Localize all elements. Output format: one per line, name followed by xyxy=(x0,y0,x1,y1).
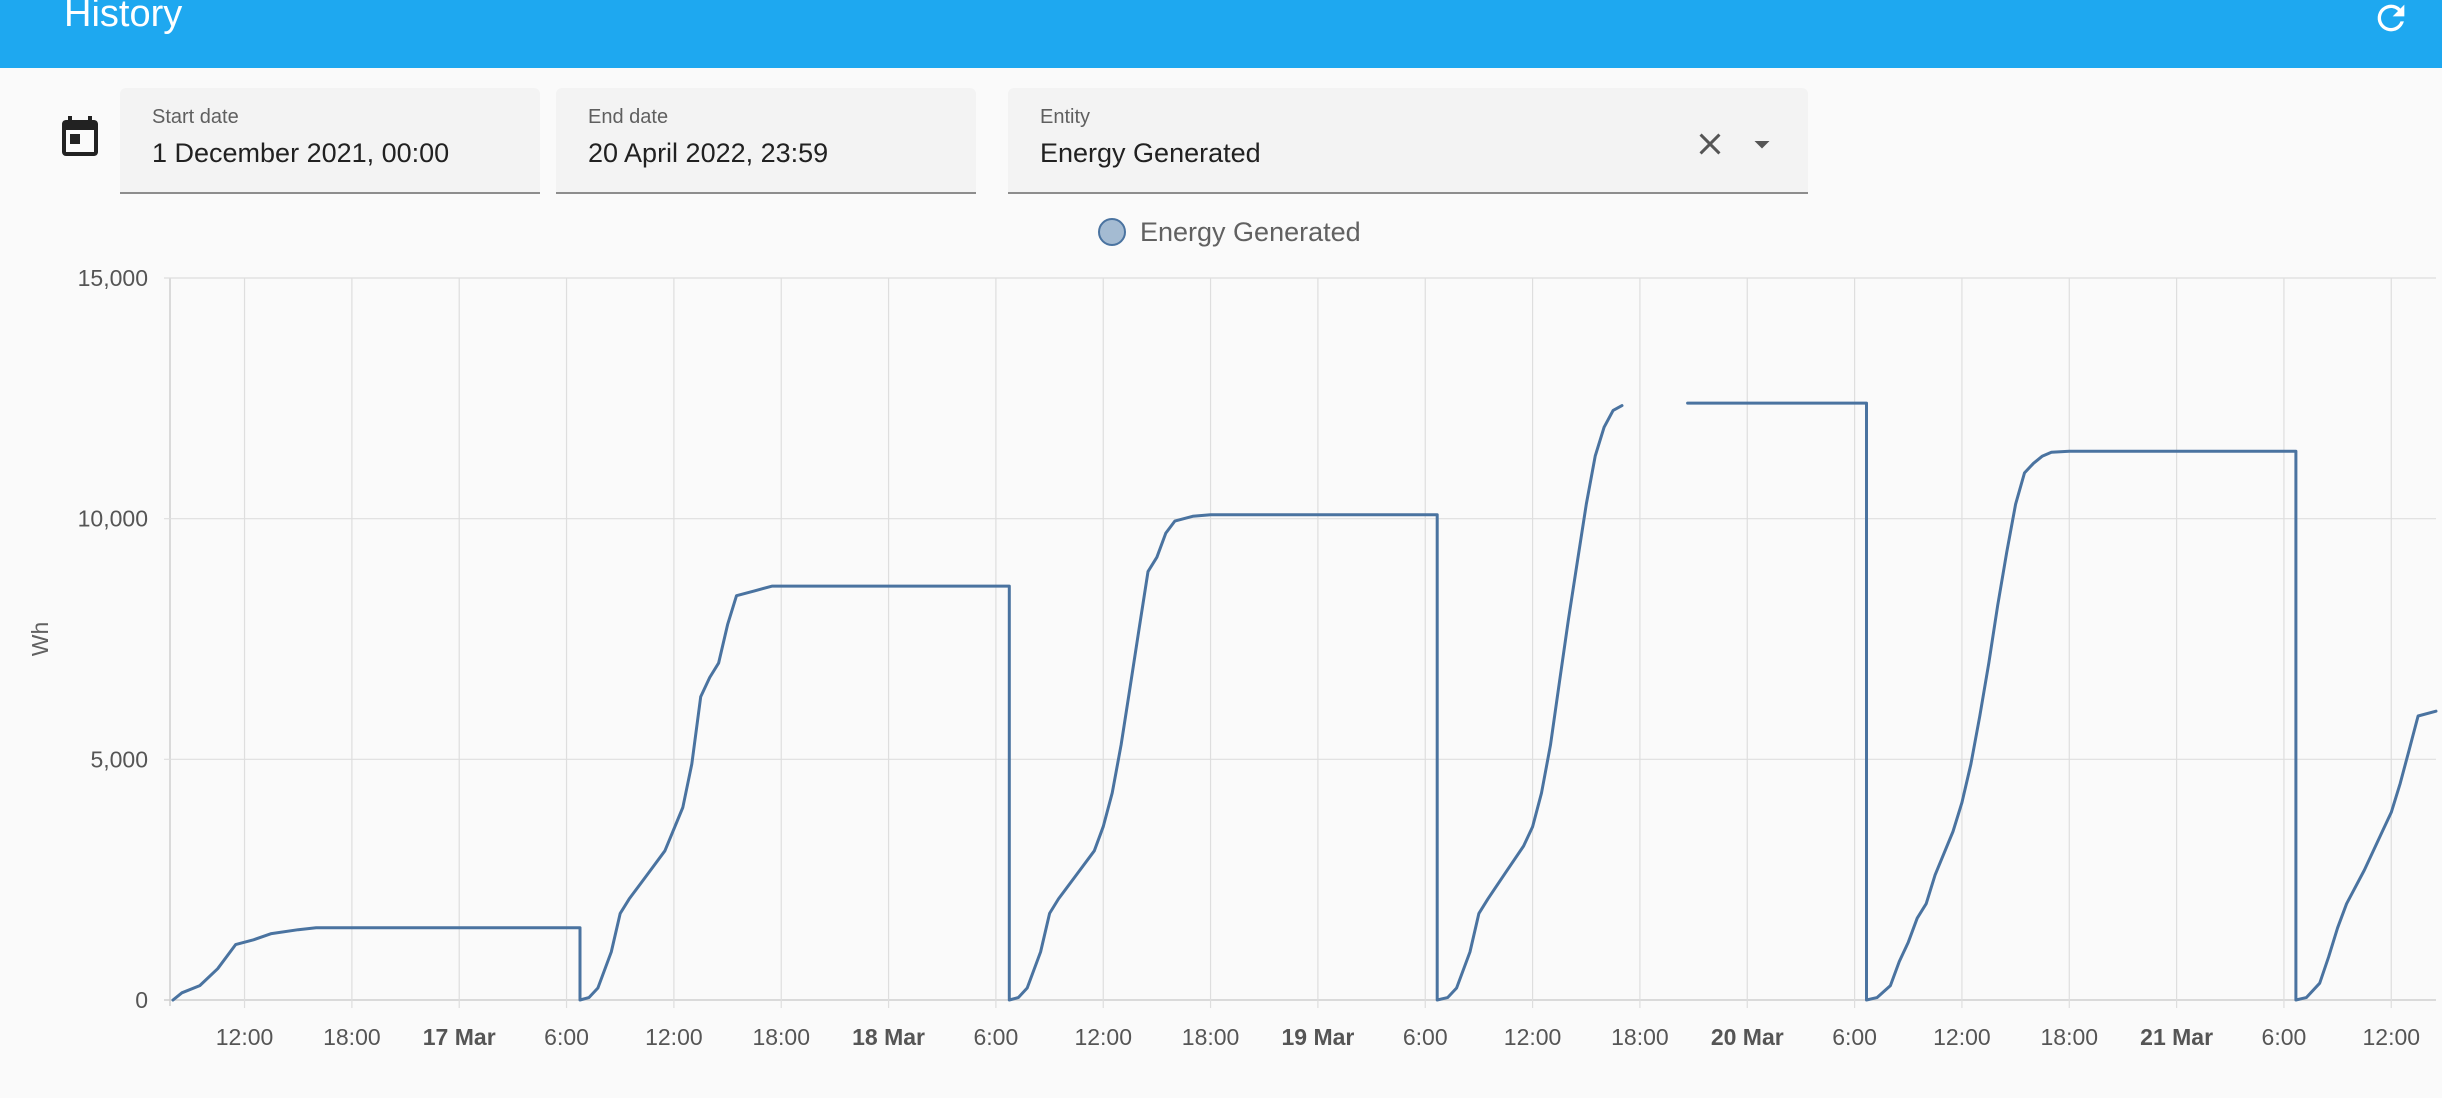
caret-down-icon xyxy=(1754,141,1770,149)
end-date-label: End date xyxy=(588,106,669,128)
x-tick-label: 18 Mar xyxy=(852,1024,925,1050)
end-date-value: 20 April 2022, 23:59 xyxy=(588,138,829,168)
calendar-icon xyxy=(56,114,104,162)
x-tick-label: 6:00 xyxy=(1403,1024,1448,1050)
series-line-segment-1 xyxy=(171,404,1624,1002)
y-tick-label: 0 xyxy=(135,987,148,1013)
start-date-value: 1 December 2021, 00:00 xyxy=(152,138,450,168)
x-axis-ticks: 12:00 18:00 17 Mar 6:00 12:00 18:00 18 Mar 6:00… xyxy=(216,1024,2420,1050)
x-tick-label: 12:00 xyxy=(2362,1024,2420,1050)
top-app-bar: History xyxy=(0,0,2442,68)
x-tick-label: 6:00 xyxy=(544,1024,589,1050)
chart-legend[interactable]: Energy Generated xyxy=(1098,214,1361,250)
x-tick-label: 18:00 xyxy=(323,1024,381,1050)
x-tick-label: 12:00 xyxy=(216,1024,274,1050)
start-date-label: Start date xyxy=(152,106,239,128)
x-tick-label: 19 Mar xyxy=(1281,1024,1354,1050)
x-tick-label: 18:00 xyxy=(1182,1024,1240,1050)
page-title: History xyxy=(64,0,183,35)
chart-grid xyxy=(164,277,2436,1008)
start-date-field[interactable]: Start date 1 December 2021, 00:00 xyxy=(120,88,540,194)
x-tick-label: 12:00 xyxy=(1504,1024,1562,1050)
series-line-segment-2 xyxy=(1686,401,2438,1002)
x-tick-label: 18:00 xyxy=(752,1024,810,1050)
y-tick-label: 5,000 xyxy=(90,746,148,772)
x-tick-label: 18:00 xyxy=(1611,1024,1669,1050)
legend-swatch xyxy=(1098,218,1126,246)
clear-entity-button[interactable] xyxy=(1692,126,1728,162)
x-tick-label: 12:00 xyxy=(645,1024,703,1050)
x-tick-label: 6:00 xyxy=(2262,1024,2307,1050)
y-tick-label: 15,000 xyxy=(78,265,148,291)
x-tick-label: 6:00 xyxy=(1832,1024,1877,1050)
entity-label: Entity xyxy=(1040,106,1091,128)
entity-value: Energy Generated xyxy=(1040,138,1261,168)
y-tick-label: 10,000 xyxy=(78,506,148,532)
legend-label: Energy Generated xyxy=(1140,216,1361,247)
x-tick-label: 20 Mar xyxy=(1711,1024,1784,1050)
x-tick-label: 18:00 xyxy=(2040,1024,2098,1050)
series-layer xyxy=(171,401,2438,1002)
end-date-field[interactable]: End date 20 April 2022, 23:59 xyxy=(556,88,976,194)
x-tick-label: 21 Mar xyxy=(2140,1024,2213,1050)
x-tick-label: 12:00 xyxy=(1074,1024,1132,1050)
x-tick-label: 6:00 xyxy=(974,1024,1019,1050)
entity-dropdown-button[interactable] xyxy=(1744,126,1780,162)
x-tick-label: 12:00 xyxy=(1933,1024,1991,1050)
close-icon xyxy=(1699,133,1721,155)
y-axis-ticks: 0 5,000 10,000 15,000 xyxy=(78,265,148,1013)
y-axis-label: Wh xyxy=(27,622,53,657)
entity-picker[interactable]: Entity Energy Generated xyxy=(1008,88,1808,194)
x-tick-label: 17 Mar xyxy=(423,1024,496,1050)
